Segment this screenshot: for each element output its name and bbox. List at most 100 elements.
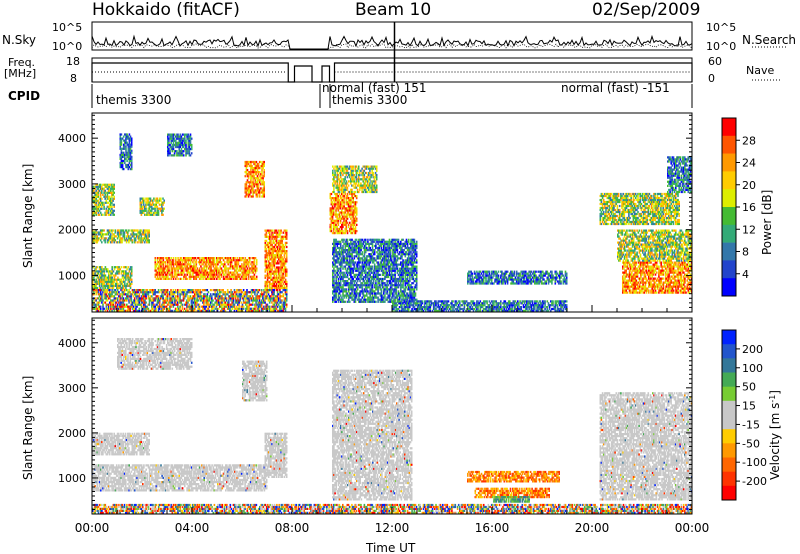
- heatmap-cell: [161, 275, 163, 278]
- heatmap-cell: [128, 229, 130, 232]
- heatmap-cell: [163, 201, 165, 204]
- heatmap-cell: [254, 277, 257, 280]
- heatmap-cell: [232, 299, 235, 302]
- heatmap-cell: [121, 291, 124, 294]
- heatmap-cell: [95, 268, 97, 271]
- heatmap-cell: [210, 257, 212, 260]
- heatmap-cell: [160, 207, 162, 210]
- heatmap-cell: [127, 149, 130, 152]
- heatmap-cell: [283, 280, 286, 283]
- heatmap-cell: [253, 175, 255, 178]
- heatmap-cell: [195, 271, 198, 274]
- heatmap-cell: [177, 277, 179, 280]
- heatmap-cell: [111, 280, 113, 283]
- heatmap-cell: [126, 297, 128, 300]
- heatmap-cell: [125, 231, 128, 234]
- heatmap-cell: [338, 182, 341, 185]
- heatmap-cell: [241, 257, 243, 260]
- heatmap-cell: [247, 171, 250, 174]
- heatmap-cell: [151, 307, 153, 310]
- heatmap-cell: [120, 280, 123, 283]
- heatmap-cell: [278, 282, 280, 285]
- heatmap-cell: [105, 268, 108, 271]
- heatmap-cell: [170, 303, 172, 306]
- heatmap-cell: [250, 179, 252, 182]
- heatmap-cell: [281, 235, 283, 238]
- heatmap-cell: [260, 187, 262, 190]
- heatmap-cell: [339, 267, 342, 270]
- heatmap-cell: [245, 181, 248, 184]
- heatmap-cell: [283, 256, 286, 259]
- heatmap-cell: [180, 265, 183, 268]
- heatmap-cell: [170, 133, 172, 136]
- heatmap-cell: [102, 307, 104, 310]
- heatmap-cell: [255, 164, 258, 168]
- heatmap-cell: [138, 289, 141, 292]
- heatmap-cell: [210, 273, 212, 276]
- heatmap-cell: [264, 299, 266, 302]
- heatmap-cell: [104, 191, 106, 194]
- heatmap-cell: [110, 270, 112, 273]
- heatmap-cell: [97, 282, 100, 285]
- heatmap-cell: [216, 267, 218, 270]
- heatmap-cell: [285, 229, 288, 232]
- heatmap-cell: [98, 266, 101, 269]
- heatmap-cell: [158, 305, 161, 308]
- heatmap-cell: [334, 182, 336, 185]
- heatmap-cell: [92, 280, 94, 283]
- heatmap-cell: [354, 167, 357, 170]
- heatmap-cell: [274, 262, 277, 265]
- heatmap-cell: [149, 299, 152, 302]
- heatmap-cell: [266, 264, 269, 267]
- heatmap-cell: [92, 229, 94, 232]
- heatmap-cell: [264, 268, 267, 271]
- heatmap-cell: [354, 184, 357, 187]
- heatmap-cell: [244, 267, 247, 270]
- heatmap-cell: [107, 197, 110, 200]
- heatmap-cell: [196, 291, 198, 294]
- heatmap-cell: [168, 301, 170, 304]
- heatmap-cell: [95, 199, 97, 202]
- heatmap-cell: [231, 307, 233, 310]
- heatmap-cell: [359, 171, 361, 175]
- heatmap-cell: [189, 261, 192, 264]
- heatmap-cell: [251, 267, 253, 270]
- heatmap-cell: [247, 257, 250, 260]
- heatmap-cell: [171, 295, 173, 298]
- heatmap-cell: [172, 148, 175, 151]
- heatmap-cell: [285, 297, 288, 300]
- heatmap-cell: [92, 286, 94, 290]
- heatmap-cell: [120, 141, 123, 144]
- heatmap-cell: [130, 272, 133, 275]
- heatmap-cell: [117, 276, 119, 279]
- heatmap-cell: [152, 293, 154, 296]
- heatmap-cell: [281, 286, 283, 290]
- heatmap-cell: [188, 259, 191, 262]
- heatmap-cell: [188, 145, 191, 149]
- heatmap-cell: [204, 269, 207, 272]
- heatmap-cell: [271, 237, 273, 240]
- heatmap-cell: [255, 181, 258, 184]
- heatmap-cell: [248, 299, 251, 302]
- heatmap-cell: [365, 171, 368, 175]
- heatmap-cell: [335, 300, 337, 303]
- heatmap-cell: [177, 263, 179, 266]
- heatmap-cell: [156, 201, 159, 204]
- heatmap-cell: [230, 263, 233, 266]
- heatmap-cell: [251, 275, 253, 278]
- heatmap-cell: [166, 291, 169, 294]
- heatmap-cell: [352, 176, 354, 179]
- heatmap-cell: [237, 263, 240, 266]
- heatmap-cell: [99, 211, 102, 214]
- heatmap-cell: [213, 303, 215, 306]
- heatmap-cell: [104, 211, 106, 214]
- heatmap-cell: [137, 303, 139, 306]
- heatmap-cell: [336, 265, 339, 268]
- heatmap-cell: [168, 261, 170, 264]
- heatmap-cell: [346, 273, 349, 276]
- heatmap-cell: [273, 293, 275, 296]
- heatmap-cell: [135, 305, 137, 308]
- heatmap-cell: [102, 268, 104, 271]
- heatmap-cell: [106, 205, 109, 208]
- heatmap-cell: [96, 297, 99, 300]
